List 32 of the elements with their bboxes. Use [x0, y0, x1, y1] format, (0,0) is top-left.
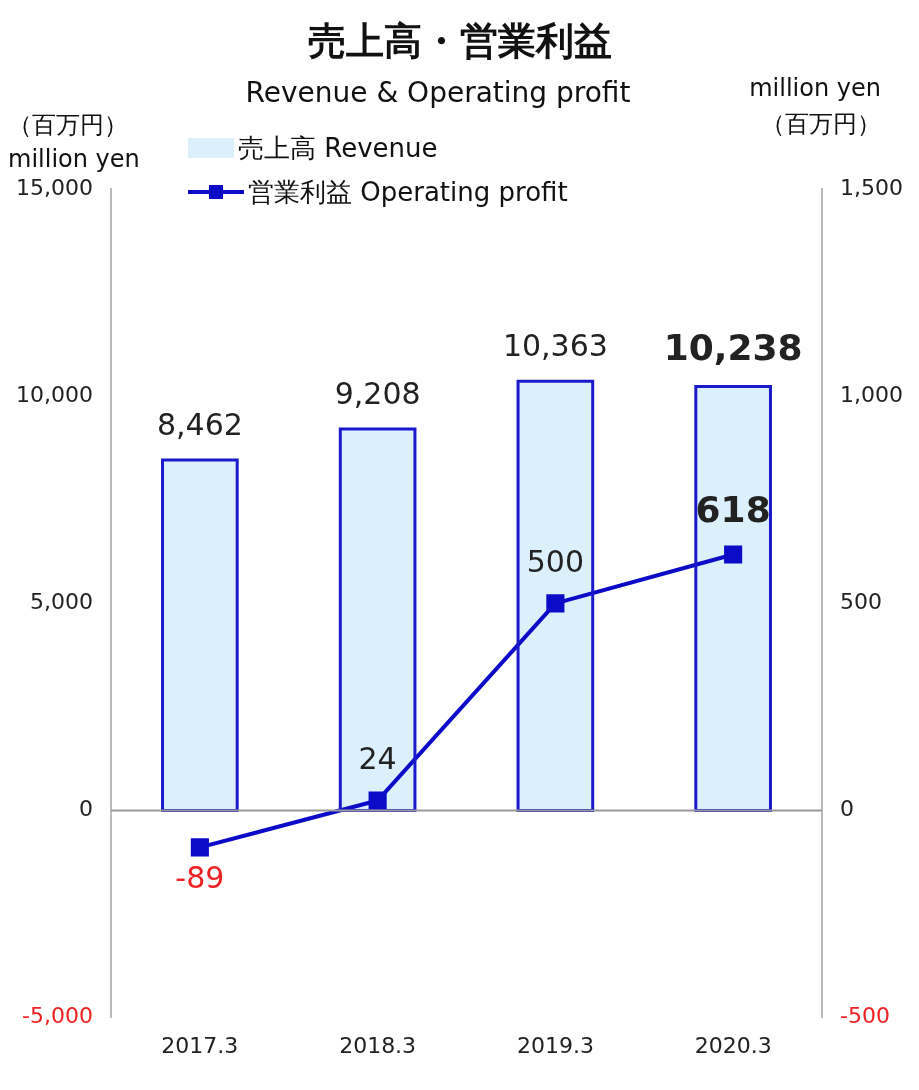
- data-label: 24: [358, 741, 397, 777]
- data-label: 500: [526, 544, 585, 580]
- y-axis-title: （百万円） million yen: [8, 110, 140, 175]
- data-label: 618: [695, 488, 771, 530]
- point: [724, 545, 743, 564]
- y2-tick-label: 1,000: [840, 382, 903, 408]
- y-tick-label: -5,000: [22, 1003, 93, 1029]
- data-label: 10,238: [663, 326, 803, 368]
- legend-label: 営業利益 Operating profit: [248, 176, 568, 209]
- y-tick-label: 0: [78, 796, 93, 822]
- x-tick-label: 2018.3: [339, 1032, 417, 1058]
- chart-subtitle: Revenue & Operating profit: [244, 76, 632, 109]
- y2-tick-label: 1,500: [840, 174, 903, 200]
- y2-axis-title: million yen （百万円）: [749, 73, 881, 140]
- chart-title: 売上高・営業利益: [306, 18, 613, 65]
- data-label: 8,462: [156, 406, 243, 442]
- data-label: 9,208: [334, 375, 421, 411]
- x-tick-label: 2019.3: [516, 1032, 594, 1058]
- point: [368, 791, 387, 810]
- data-label: -89: [175, 860, 225, 896]
- y-tick-label: 10,000: [15, 382, 93, 408]
- y2-tick-label: 500: [840, 589, 883, 615]
- point: [190, 838, 209, 857]
- y2-tick-label: -500: [840, 1003, 890, 1029]
- legend-label: 売上高 Revenue: [238, 132, 438, 165]
- y2-tick-label: 0: [840, 796, 855, 822]
- y-tick-label: 5,000: [29, 589, 93, 615]
- point: [546, 594, 565, 613]
- y-tick-label: 15,000: [15, 174, 93, 200]
- x-tick-label: 2017.3: [161, 1032, 239, 1058]
- x-tick-label: 2020.3: [694, 1032, 772, 1058]
- data-label: 10,363: [502, 328, 608, 364]
